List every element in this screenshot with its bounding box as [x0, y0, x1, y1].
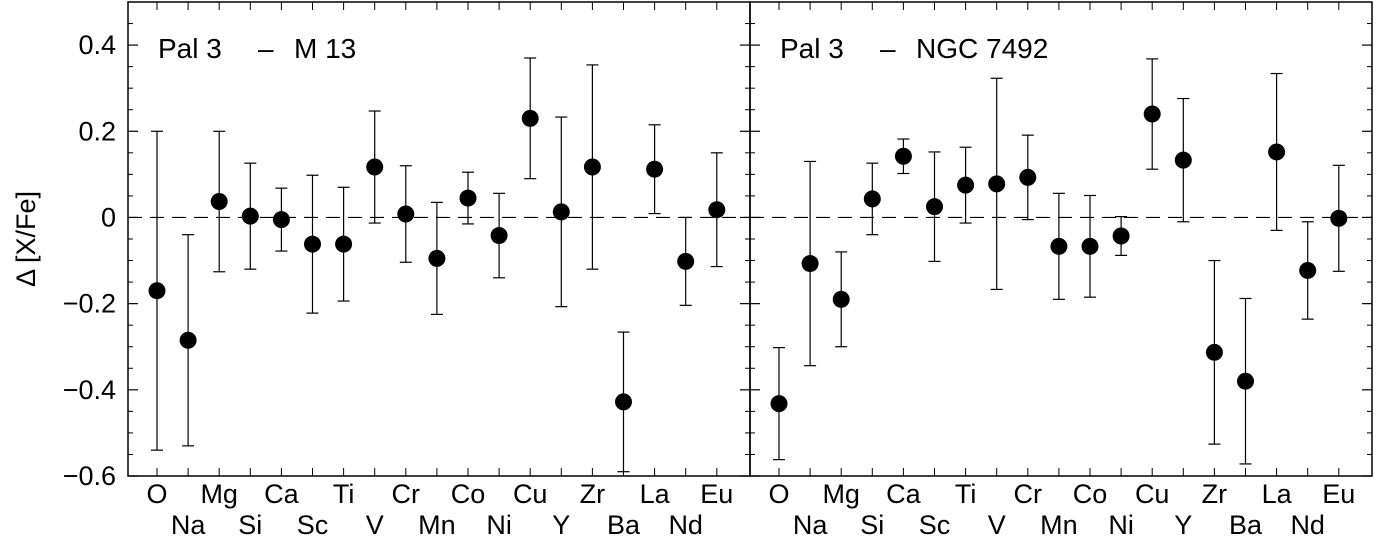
data-point-right [1174, 151, 1192, 169]
data-point-left [677, 252, 695, 270]
x-tick-label: Co [451, 479, 486, 509]
x-tick-label: Nd [1290, 510, 1325, 540]
data-point-right [770, 395, 788, 413]
y-tick-label: 0 [101, 202, 116, 232]
data-point-right [1299, 261, 1317, 279]
x-tick-label: Cr [392, 479, 421, 509]
x-tick-label: Zr [580, 479, 605, 509]
x-tick-label: Eu [1322, 479, 1355, 509]
data-point-right [988, 175, 1006, 193]
data-point-left [179, 331, 197, 349]
y-tick-label: −0.6 [63, 461, 116, 491]
x-tick-label: V [366, 510, 384, 540]
x-tick-label: Si [860, 510, 884, 540]
data-point-left [272, 211, 290, 229]
data-point-right [1019, 168, 1037, 186]
panel-title-left-star: Pal 3 [158, 33, 222, 64]
data-point-left [428, 249, 446, 267]
x-tick-label: Ti [955, 479, 977, 509]
x-tick-label: Ba [607, 510, 641, 540]
x-tick-label: La [640, 479, 671, 509]
data-point-left [366, 158, 384, 176]
data-marks [148, 57, 1348, 473]
y-tick-label: 0.4 [78, 30, 116, 60]
x-tick-label: Cu [513, 479, 548, 509]
data-point-right [1205, 343, 1223, 361]
x-tick-label: Na [793, 510, 828, 540]
data-point-left [583, 158, 601, 176]
panel-title-left-dash: – [258, 33, 274, 64]
data-point-right [894, 147, 912, 165]
x-tick-label: Si [238, 510, 262, 540]
y-tick-label: 0.2 [78, 116, 116, 146]
data-point-right [957, 176, 975, 194]
data-point-right [863, 190, 881, 208]
y-tick-label: −0.2 [63, 289, 116, 319]
x-tick-label: Ti [333, 479, 355, 509]
panel-title-left-ref: M 13 [294, 33, 356, 64]
data-point-left [459, 189, 477, 207]
data-point-right [1050, 237, 1068, 255]
x-tick-label: Y [552, 510, 570, 540]
data-point-right [832, 290, 850, 308]
data-point-left [397, 205, 415, 223]
x-tick-label: Mg [822, 479, 860, 509]
data-point-left [521, 109, 539, 127]
data-point-left [646, 160, 664, 178]
data-point-left [615, 393, 632, 411]
x-tick-label: Ni [1108, 510, 1134, 540]
panel-title-right-star: Pal 3 [780, 33, 844, 64]
x-tick-label: Co [1073, 479, 1108, 509]
data-point-left [304, 235, 321, 253]
panel-title-left: Pal 3 – M 13 [158, 33, 356, 64]
data-point-left [490, 227, 508, 245]
data-point-left [708, 201, 726, 219]
data-point-left [148, 282, 166, 300]
panel-title-right-dash: – [880, 33, 896, 64]
panel-title-right-ref: NGC 7492 [916, 33, 1048, 64]
data-point-right [801, 255, 819, 273]
data-point-left [552, 203, 570, 221]
y-axis: −0.6 −0.4 −0.2 0 0.2 0.4 [63, 1, 1372, 491]
data-point-right [1237, 372, 1254, 390]
x-tick-label: Nd [668, 510, 703, 540]
x-tick-label: Eu [700, 479, 733, 509]
x-tick-label: Sc [919, 510, 951, 540]
x-tick-label: Sc [297, 510, 329, 540]
panel-frame-left [127, 1, 751, 477]
x-tick-label: Ba [1229, 510, 1263, 540]
data-point-right [1330, 209, 1348, 227]
x-tick-label: Zr [1202, 479, 1227, 509]
data-point-right [1112, 227, 1130, 245]
x-tick-label: Ca [264, 479, 299, 509]
data-point-right [926, 198, 943, 216]
x-tick-label: Mn [1040, 510, 1078, 540]
x-tick-label: Mg [200, 479, 238, 509]
x-tick-label: Y [1174, 510, 1192, 540]
x-tick-label: La [1262, 479, 1293, 509]
x-tick-label: Cr [1014, 479, 1043, 509]
y-tick-label: −0.4 [63, 375, 116, 405]
x-tick-label: Na [171, 510, 206, 540]
panel-title-right: Pal 3 – NGC 7492 [780, 33, 1048, 64]
data-point-right [1143, 105, 1161, 123]
x-tick-label: O [146, 479, 167, 509]
x-tick-label: Mn [418, 510, 456, 540]
x-tick-label: Cu [1135, 479, 1170, 509]
data-point-right [1081, 237, 1099, 255]
data-point-right [1268, 143, 1286, 161]
x-tick-label: Ca [886, 479, 921, 509]
x-tick-label: O [768, 479, 789, 509]
data-point-left [241, 207, 259, 225]
data-point-left [210, 193, 228, 211]
x-tick-label: V [988, 510, 1006, 540]
data-point-left [335, 235, 353, 253]
x-tick-label: Ni [486, 510, 512, 540]
y-axis-label: Δ [X/Fe] [11, 191, 41, 287]
